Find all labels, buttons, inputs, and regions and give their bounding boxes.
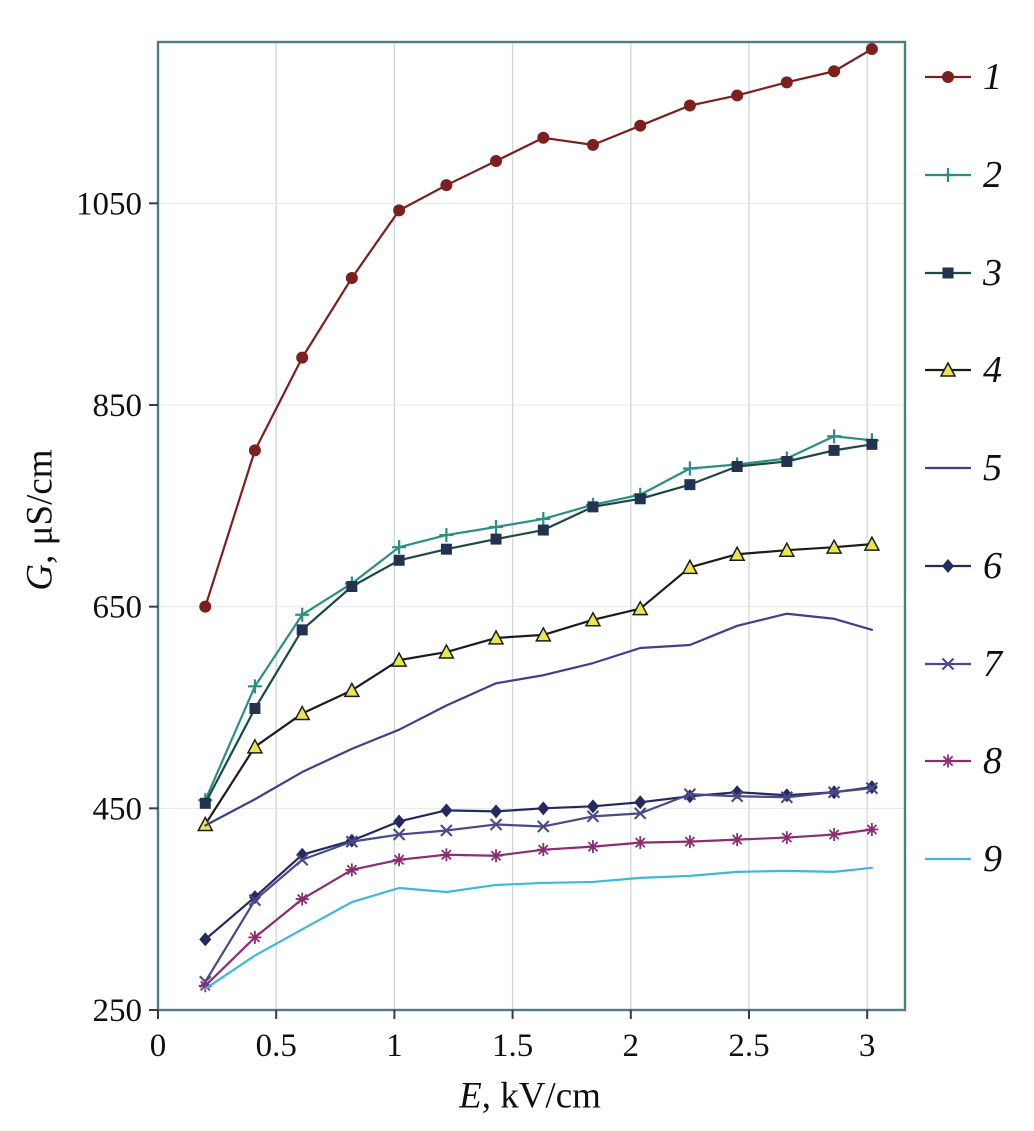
legend-item-1: 1 — [922, 58, 1032, 96]
legend-label-2: 2 — [983, 153, 1002, 196]
axis-ticks: 0 0.5 1 1.5 2 2.5 3 250 450 650 850 1050 — [76, 186, 875, 1064]
series-8 — [198, 823, 879, 993]
legend-label-5: 5 — [983, 447, 1002, 489]
legend-marker-7 — [925, 657, 971, 670]
x-tick-label: 2.5 — [728, 1028, 769, 1064]
legend-item-7: 7 — [922, 645, 1032, 683]
legend-marker-4 — [925, 361, 971, 377]
legend-marker-5 — [925, 466, 971, 470]
gridlines — [158, 42, 905, 1010]
x-tick-label: 3 — [859, 1028, 876, 1064]
series-4 — [197, 535, 881, 832]
legend-label-6: 6 — [983, 544, 1002, 587]
x-tick-label: 0 — [150, 1028, 167, 1064]
chart-legend: 1 2 3 4 5 6 7 8 9 — [922, 58, 1032, 878]
legend-item-2: 2 — [922, 156, 1032, 194]
y-axis-label: G, μS/cm — [19, 449, 62, 590]
legend-marker-3 — [925, 267, 971, 278]
x-axis-units: , kV/cm — [481, 1075, 601, 1117]
x-tick-label: 1 — [386, 1028, 403, 1064]
legend-item-3: 3 — [922, 254, 1032, 292]
series-7 — [199, 781, 879, 989]
plot-border — [156, 40, 907, 1012]
legend-marker-1 — [925, 71, 971, 83]
legend-label-9: 9 — [983, 838, 1002, 880]
x-axis-label: E, kV/cm — [459, 1075, 601, 1118]
line-chart-canvas: 0 0.5 1 1.5 2 2.5 3 250 450 650 850 1050 — [76, 40, 907, 1064]
y-tick-label: 850 — [93, 388, 143, 424]
legend-label-8: 8 — [983, 740, 1002, 783]
series-6 — [199, 780, 878, 947]
legend-marker-9 — [925, 857, 971, 861]
legend-item-4: 4 — [922, 351, 1032, 389]
legend-label-4: 4 — [983, 349, 1002, 392]
x-axis-variable: E — [459, 1075, 482, 1117]
legend-label-7: 7 — [983, 642, 1002, 685]
series-1 — [199, 43, 878, 613]
legend-item-8: 8 — [922, 742, 1032, 780]
y-tick-label: 450 — [93, 791, 143, 827]
legend-item-6: 6 — [922, 547, 1032, 585]
series-2 — [198, 429, 879, 808]
y-tick-label: 1050 — [76, 186, 142, 222]
series-9 — [204, 866, 874, 990]
series-5 — [204, 612, 874, 827]
legend-item-9: 9 — [922, 840, 1032, 878]
x-tick-label: 1.5 — [492, 1028, 533, 1064]
legend-marker-2 — [925, 167, 971, 182]
legend-marker-8 — [925, 754, 971, 768]
legend-label-1: 1 — [983, 56, 1002, 98]
x-tick-label: 0.5 — [256, 1028, 297, 1064]
x-tick-label: 2 — [623, 1028, 640, 1064]
y-tick-label: 250 — [93, 993, 143, 1029]
legend-label-3: 3 — [983, 251, 1002, 294]
legend-marker-6 — [925, 558, 971, 573]
y-axis-variable: G — [19, 563, 61, 591]
y-axis-units: , μS/cm — [19, 449, 61, 564]
series-3 — [199, 438, 878, 809]
y-tick-label: 650 — [93, 590, 143, 626]
legend-item-5: 5 — [922, 449, 1032, 487]
